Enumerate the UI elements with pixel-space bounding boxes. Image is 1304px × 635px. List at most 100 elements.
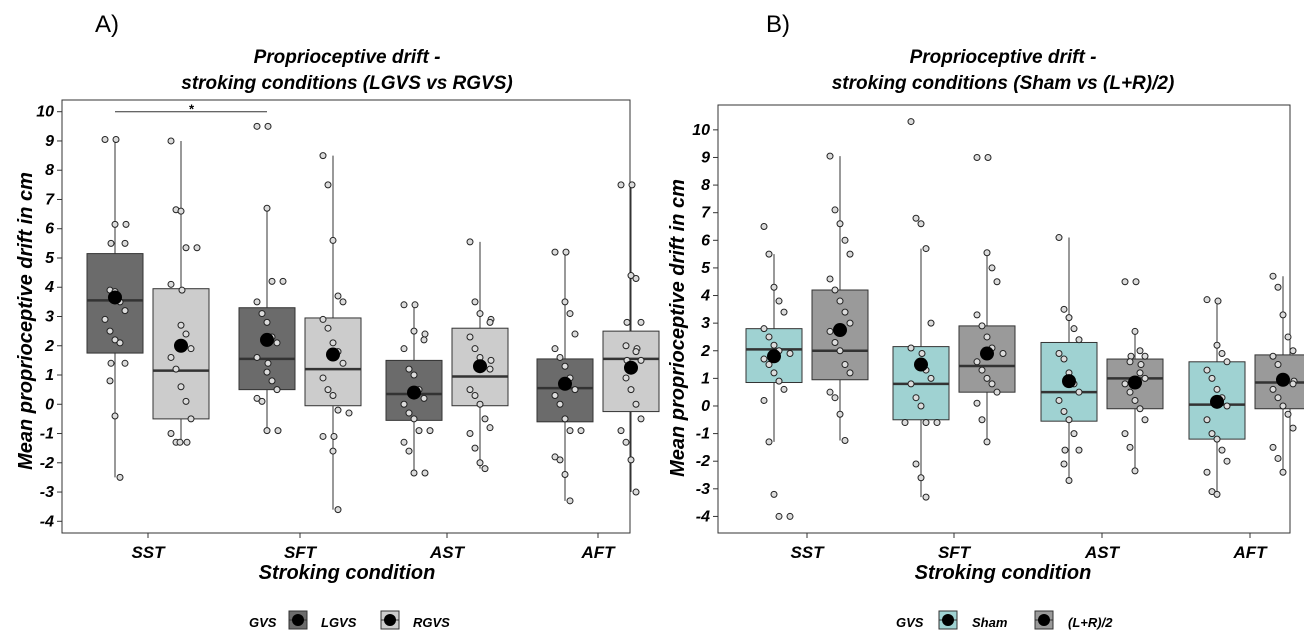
data-point — [111, 220, 119, 228]
y-tick-label: 6 — [701, 232, 710, 249]
mean-point — [1128, 375, 1142, 390]
data-point — [836, 297, 844, 305]
data-point — [551, 345, 559, 353]
box-LGVS-AFT — [536, 248, 594, 505]
data-point — [551, 453, 559, 461]
data-point — [183, 438, 191, 446]
data-point — [983, 333, 991, 341]
data-point — [1274, 454, 1282, 462]
data-point — [983, 374, 991, 382]
data-point — [111, 412, 119, 420]
data-point — [415, 427, 423, 435]
data-point — [319, 432, 327, 440]
data-point — [177, 383, 185, 391]
data-point — [770, 369, 778, 377]
data-point — [111, 336, 119, 344]
data-point — [632, 348, 640, 356]
data-point — [329, 339, 337, 347]
data-point — [1121, 278, 1129, 286]
mean-point — [767, 349, 781, 364]
data-point — [617, 181, 625, 189]
data-point — [836, 410, 844, 418]
panel-a-legend-label-rgvs: RGVS — [413, 615, 450, 630]
data-point — [632, 274, 640, 282]
data-point — [486, 365, 494, 373]
box-(L+R)/2-AFT — [1254, 272, 1304, 476]
box-LGVS-SST — [86, 135, 144, 481]
data-point — [1274, 283, 1282, 291]
box-(L+R)/2-AST — [1106, 278, 1164, 475]
data-point — [420, 394, 428, 402]
y-tick-label: -1 — [696, 426, 710, 443]
mean-point — [833, 323, 847, 338]
data-point — [121, 307, 129, 315]
data-point — [1141, 416, 1149, 424]
data-point — [846, 369, 854, 377]
data-point — [627, 272, 635, 280]
data-point — [984, 153, 992, 161]
y-tick-label: 1 — [701, 370, 710, 387]
data-point — [1060, 408, 1068, 416]
data-point — [556, 400, 564, 408]
data-point — [1289, 424, 1297, 432]
data-point — [1279, 311, 1287, 319]
data-point — [329, 236, 337, 244]
data-point — [770, 490, 778, 498]
data-point — [1065, 477, 1073, 485]
data-point — [481, 465, 489, 473]
data-point — [268, 377, 276, 385]
y-tick-label: 5 — [45, 250, 55, 267]
data-point — [912, 394, 920, 402]
data-point — [780, 385, 788, 393]
mean-point — [108, 290, 122, 305]
data-point — [471, 444, 479, 452]
data-point — [1136, 405, 1144, 413]
panel-a-title-line2: stroking conditions (LGVS vs RGVS) — [181, 73, 512, 94]
data-point — [907, 118, 915, 126]
data-point — [912, 460, 920, 468]
data-point — [841, 308, 849, 316]
data-point — [101, 315, 109, 323]
data-point — [319, 315, 327, 323]
data-point — [1070, 430, 1078, 438]
data-point — [187, 345, 195, 353]
data-point — [775, 512, 783, 520]
data-point — [268, 277, 276, 285]
data-point — [917, 474, 925, 482]
data-point — [1136, 369, 1144, 377]
y-tick-label: -2 — [40, 455, 54, 472]
mean-point — [260, 332, 274, 347]
legend-mean — [1038, 614, 1050, 626]
box-RGVS-AFT — [602, 181, 660, 496]
data-point — [476, 400, 484, 408]
data-point — [167, 280, 175, 288]
data-point — [632, 488, 640, 496]
data-point — [1127, 352, 1135, 360]
data-point — [476, 310, 484, 318]
data-point — [775, 377, 783, 385]
data-point — [253, 298, 261, 306]
data-point — [1132, 278, 1140, 286]
data-point — [978, 322, 986, 330]
y-tick-label: -2 — [696, 453, 710, 470]
data-point — [907, 344, 915, 352]
data-point — [405, 447, 413, 455]
y-tick-label: 5 — [701, 260, 711, 277]
legend-key-(L+R)/2 — [1034, 610, 1054, 630]
box-Sham-SFT — [892, 118, 950, 501]
data-point — [770, 341, 778, 349]
box-RGVS-SFT — [304, 152, 362, 514]
data-point — [263, 427, 271, 435]
box-iqr — [152, 288, 210, 420]
y-tick-label: -4 — [40, 513, 54, 530]
data-point — [1065, 314, 1073, 322]
y-tick-label: -4 — [696, 508, 710, 525]
data-point — [182, 330, 190, 338]
x-tick-label: AST — [1084, 543, 1121, 562]
data-point — [765, 361, 773, 369]
data-point — [330, 432, 338, 440]
data-point — [566, 427, 574, 435]
data-point — [1055, 350, 1063, 358]
y-tick-label: 1 — [45, 367, 54, 384]
